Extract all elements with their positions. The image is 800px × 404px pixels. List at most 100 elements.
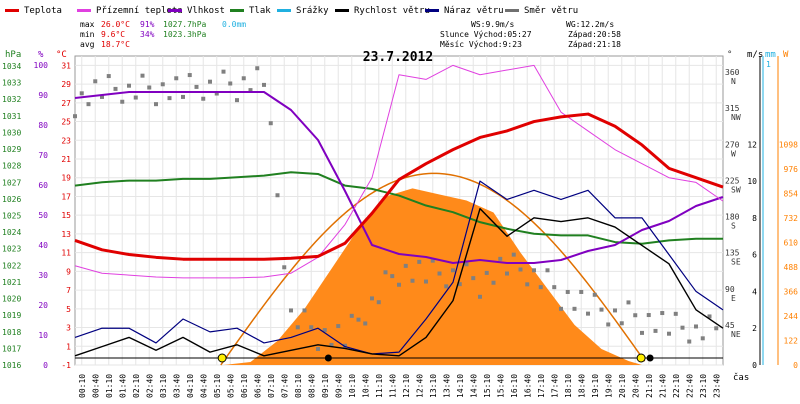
wind-direction-point [194,84,199,89]
tick-label-c: 23 [61,136,71,145]
tick-label-time: 03:10 [159,374,168,398]
tick-label-time: 05:40 [226,374,235,398]
legend-label-naraz-vetru: Náraz větru [444,6,504,16]
wind-direction-point [343,343,347,348]
wind-direction-point [336,324,341,329]
wind-direction-point [538,285,543,290]
tick-label-time: 20:10 [618,374,627,398]
stats-moon: Měsíc Východ:9:23 [440,40,522,49]
tick-label-c: 1 [66,342,71,351]
tick-label-time: 23:10 [699,374,708,398]
wind-direction-point [187,73,192,78]
tick-label-c: 29 [61,80,71,89]
wind-direction-points [73,66,719,351]
solar-theoretical-curve [220,172,646,366]
wind-direction-point [228,81,233,86]
wind-direction-point [268,121,273,126]
stats-sun: Slunce Východ:05:27 [440,30,532,39]
wind-direction-point [592,292,597,297]
wind-direction-point [86,102,91,107]
wind-direction-point [140,73,145,78]
tick-label-hpa: 1022 [2,261,21,270]
tick-label-deg: 45 [725,321,735,330]
axis-title-hpa: hPa [5,50,21,60]
wind-direction-point [660,311,665,316]
wind-direction-point [174,76,179,81]
axis-title-c: °C [56,50,67,60]
tick-label-time: 17:40 [550,374,559,398]
tick-label-hpa: 1021 [2,278,21,287]
tick-label-pct: 40 [38,241,48,250]
tick-label-pct: 10 [38,331,48,340]
stats-min-press: 1023.3hPa [163,30,207,39]
wind-direction-point [390,274,395,279]
wind-direction-point [565,289,570,294]
axis-title-deg: ° [727,50,732,60]
tick-label-time: 03:40 [172,374,181,398]
moon-marker [324,354,332,362]
tick-label-deg: 225 [725,176,740,185]
tick-label-dir: W [731,149,736,158]
tick-label-c: 25 [61,118,71,127]
stats-avg-temp: 18.7°C [101,40,130,49]
wind-direction-point [316,346,320,351]
tick-label-c: 31 [61,61,71,70]
tick-label-time: 19:40 [604,374,613,398]
tick-label-time: 13:10 [429,374,438,398]
tick-label-time: 15:40 [496,374,505,398]
tick-label-time: 16:40 [523,374,532,398]
tick-label-w: 366 [784,288,799,297]
tick-label-c: 3 [66,324,71,333]
wind-direction-point [403,263,408,268]
series-line-tlak [74,171,723,245]
tick-label-w: 854 [784,190,799,199]
sun-marker [217,353,227,363]
wind-direction-point [370,296,374,301]
tick-label-w: 732 [784,214,799,223]
tick-label-hpa: 1027 [2,178,21,187]
wind-direction-point [599,307,604,312]
tick-label-time: 11:10 [375,374,384,398]
tick-label-time: 06:10 [240,374,249,398]
wind-direction-point [444,284,449,289]
tick-label-time: 14:10 [456,374,465,398]
wind-direction-point [295,325,300,330]
stats-min-label: min [80,30,95,39]
wind-direction-point [417,259,422,264]
wind-direction-point [667,331,671,336]
series-line-rychlost-vetru [74,207,724,357]
wind-direction-point [694,324,698,329]
tick-label-pct: 90 [38,91,48,100]
tick-label-dir: S [731,222,736,231]
solar-radiation-area [220,172,646,366]
legend-item-naraz-vetru: Náraz větru [425,6,504,16]
tick-label-time: 02:40 [145,374,154,398]
tick-label-hpa: 1029 [2,145,21,154]
wind-direction-point [309,325,314,330]
tick-label-time: 22:40 [685,374,694,398]
wind-direction-point [700,336,705,341]
tick-label-dir: SE [731,258,741,267]
tick-label-pct: 100 [34,61,49,70]
wind-direction-point [424,279,428,284]
series-lines [74,64,724,357]
tick-label-pct: 20 [38,301,48,310]
tick-label-c: 7 [66,286,71,295]
wind-direction-point [113,86,118,91]
wind-direction-point [160,82,165,87]
wind-direction-point [491,280,496,285]
tick-label-c: 17 [61,192,71,201]
tick-label-time: 15:10 [483,374,492,398]
wind-direction-point [208,79,212,84]
tick-label-time: 04:10 [186,374,195,398]
legend-item-smer-vetru: Směr větru [505,6,578,16]
wind-direction-point [613,308,617,313]
tick-label-ms: 10 [747,177,757,186]
tick-label-c: 11 [61,249,71,258]
legend-item-prizemni-teplota: Přízemní teplota [77,6,183,16]
tick-label-pct: 70 [38,151,48,160]
tick-label-time: 00:10 [78,374,87,398]
tick-label-pct: 50 [38,211,48,220]
wind-direction-point [525,282,530,287]
